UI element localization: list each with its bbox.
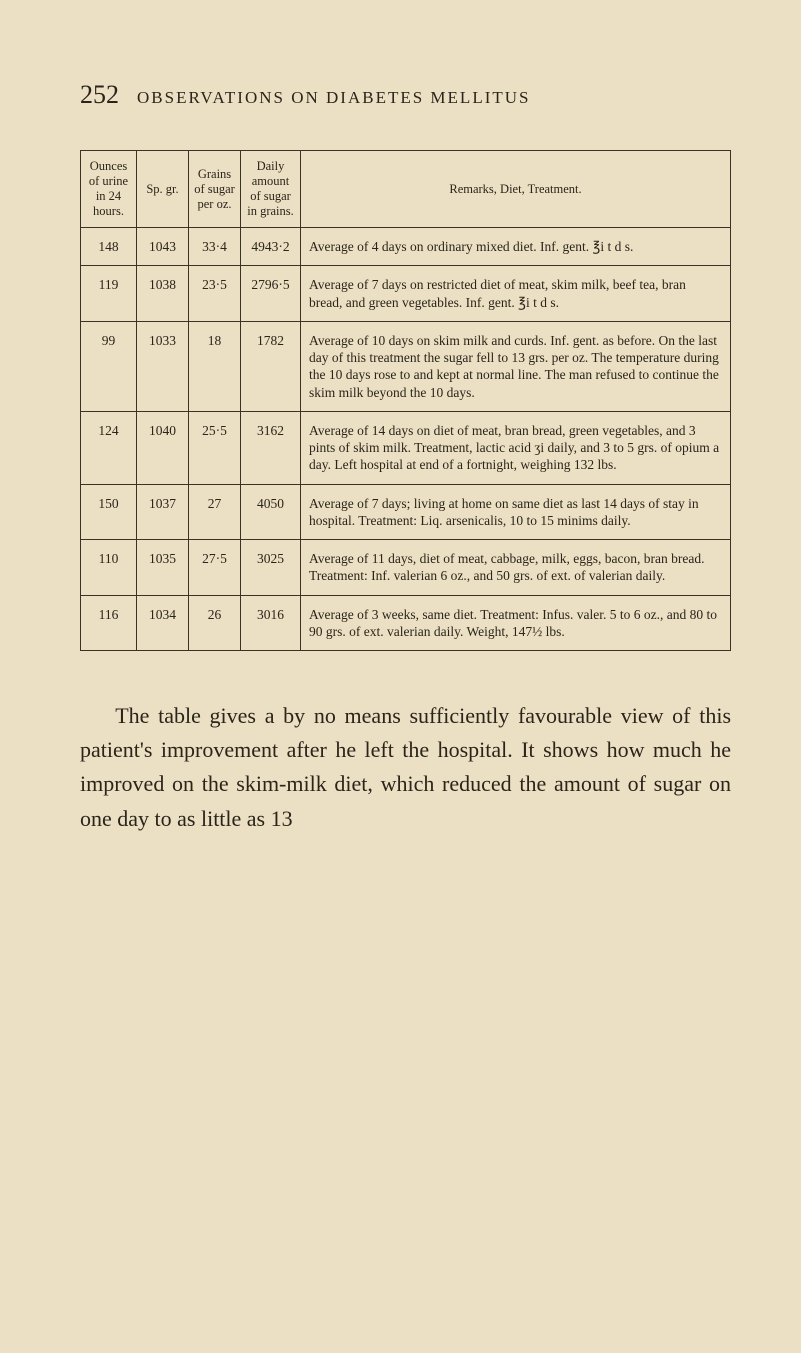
cell-grains_per_oz: 27 bbox=[189, 484, 241, 540]
cell-daily_sugar: 4050 bbox=[241, 484, 301, 540]
cell-grains_per_oz: 23·5 bbox=[189, 266, 241, 322]
col-header-daily: Daily amount of sugar in grains. bbox=[241, 151, 301, 228]
table-row: 1161034263016Average of 3 weeks, same di… bbox=[81, 595, 731, 651]
cell-ounces: 99 bbox=[81, 321, 137, 411]
cell-ounces: 119 bbox=[81, 266, 137, 322]
col-header-remarks: Remarks, Diet, Treatment. bbox=[301, 151, 731, 228]
cell-remarks: Average of 10 days on skim milk and curd… bbox=[301, 321, 731, 411]
cell-spgr: 1033 bbox=[137, 321, 189, 411]
cell-ounces: 116 bbox=[81, 595, 137, 651]
table-row: 1501037274050Average of 7 days; living a… bbox=[81, 484, 731, 540]
col-header-spgr: Sp. gr. bbox=[137, 151, 189, 228]
table-row: 148104333·44943·2Average of 4 days on or… bbox=[81, 228, 731, 266]
cell-grains_per_oz: 18 bbox=[189, 321, 241, 411]
cell-spgr: 1035 bbox=[137, 540, 189, 596]
table-header-row: Ounces of urine in 24 hours. Sp. gr. Gra… bbox=[81, 151, 731, 228]
cell-spgr: 1037 bbox=[137, 484, 189, 540]
cell-remarks: Average of 3 weeks, same diet. Treatment… bbox=[301, 595, 731, 651]
cell-ounces: 110 bbox=[81, 540, 137, 596]
diabetes-observations-table: Ounces of urine in 24 hours. Sp. gr. Gra… bbox=[80, 150, 731, 651]
cell-ounces: 124 bbox=[81, 411, 137, 484]
cell-spgr: 1043 bbox=[137, 228, 189, 266]
cell-daily_sugar: 3025 bbox=[241, 540, 301, 596]
page-number: 252 bbox=[80, 80, 119, 110]
cell-spgr: 1034 bbox=[137, 595, 189, 651]
running-head-text: OBSERVATIONS ON DIABETES MELLITUS bbox=[137, 88, 530, 108]
cell-spgr: 1038 bbox=[137, 266, 189, 322]
cell-daily_sugar: 1782 bbox=[241, 321, 301, 411]
cell-daily_sugar: 2796·5 bbox=[241, 266, 301, 322]
cell-remarks: Average of 4 days on ordinary mixed diet… bbox=[301, 228, 731, 266]
body-paragraph: The table gives a by no means sufficient… bbox=[80, 699, 731, 835]
cell-ounces: 150 bbox=[81, 484, 137, 540]
cell-grains_per_oz: 26 bbox=[189, 595, 241, 651]
cell-grains_per_oz: 27·5 bbox=[189, 540, 241, 596]
col-header-ounces: Ounces of urine in 24 hours. bbox=[81, 151, 137, 228]
running-head: 252 OBSERVATIONS ON DIABETES MELLITUS bbox=[80, 80, 731, 110]
table-row: 110103527·53025Average of 11 days, diet … bbox=[81, 540, 731, 596]
cell-daily_sugar: 4943·2 bbox=[241, 228, 301, 266]
cell-remarks: Average of 7 days on restricted diet of … bbox=[301, 266, 731, 322]
cell-remarks: Average of 11 days, diet of meat, cabbag… bbox=[301, 540, 731, 596]
cell-ounces: 148 bbox=[81, 228, 137, 266]
col-header-grains: Grains of sugar per oz. bbox=[189, 151, 241, 228]
cell-grains_per_oz: 25·5 bbox=[189, 411, 241, 484]
cell-daily_sugar: 3016 bbox=[241, 595, 301, 651]
table-row: 991033181782Average of 10 days on skim m… bbox=[81, 321, 731, 411]
table-body: 148104333·44943·2Average of 4 days on or… bbox=[81, 228, 731, 651]
table-row: 124104025·53162Average of 14 days on die… bbox=[81, 411, 731, 484]
table-row: 119103823·52796·5Average of 7 days on re… bbox=[81, 266, 731, 322]
cell-grains_per_oz: 33·4 bbox=[189, 228, 241, 266]
cell-remarks: Average of 7 days; living at home on sam… bbox=[301, 484, 731, 540]
cell-spgr: 1040 bbox=[137, 411, 189, 484]
cell-daily_sugar: 3162 bbox=[241, 411, 301, 484]
cell-remarks: Average of 14 days on diet of meat, bran… bbox=[301, 411, 731, 484]
